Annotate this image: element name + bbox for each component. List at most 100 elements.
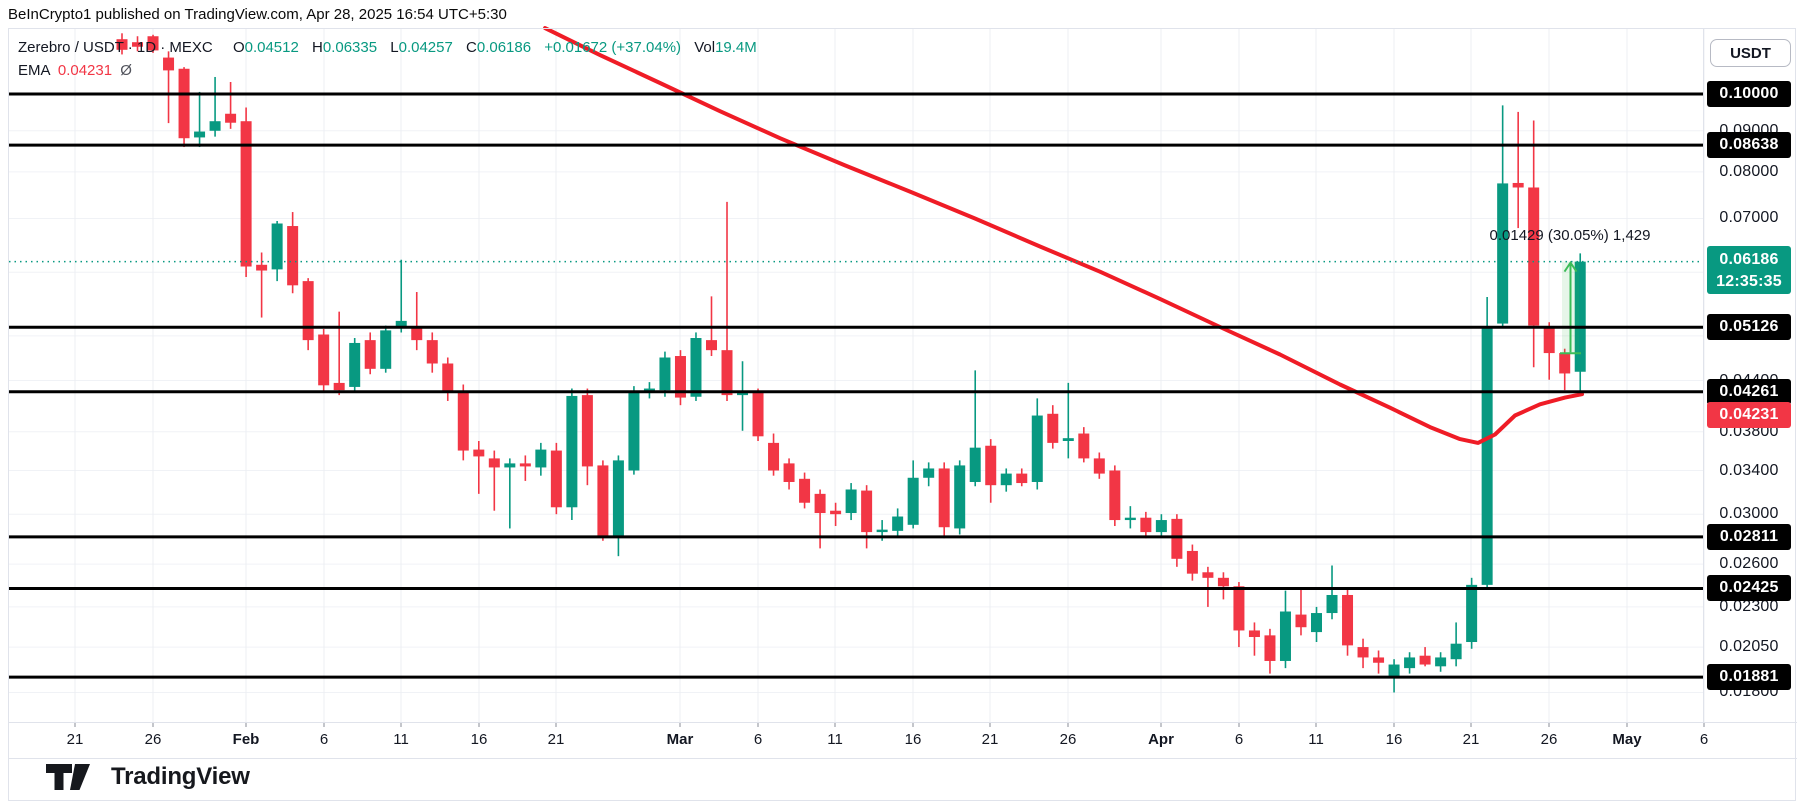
candle (1404, 652, 1416, 674)
candle (163, 51, 175, 124)
time-tick-label: 6 (1699, 731, 1709, 748)
candle (783, 458, 795, 490)
time-tick-label: 6 (1234, 731, 1244, 748)
ema-value: 0.04231 (57, 62, 113, 79)
low-key: L (390, 39, 399, 56)
ema-key[interactable]: EMA (18, 62, 50, 79)
time-tick-label: 16 (904, 731, 922, 748)
logo-strip-separator (8, 758, 1797, 759)
candle (985, 439, 997, 503)
candle (1326, 565, 1338, 620)
candle (861, 485, 873, 549)
candle (550, 442, 562, 515)
grid-lines (9, 28, 1705, 727)
time-axis[interactable]: 21 26 Feb 6 11 16 21 Mar 6 11 16 21 26 Apr 6 11 16 21 26 Ma… (0, 722, 1805, 758)
candle (814, 489, 826, 549)
low-value: 0.04257 (398, 39, 453, 56)
time-tick-label: Mar (666, 731, 694, 748)
candle (132, 36, 144, 52)
candle (1435, 652, 1447, 672)
candle (1357, 638, 1369, 669)
candle (954, 460, 966, 535)
time-tick-label: 6 (319, 731, 329, 748)
time-tick-label: 11 (393, 731, 409, 748)
candle (302, 278, 314, 351)
published-header: BeInCrypto1 published on TradingView.com… (8, 6, 507, 23)
candle (519, 455, 531, 481)
tradingview-branding[interactable]: TradingView (45, 763, 250, 791)
candle (178, 67, 190, 148)
price-tick-label: 0.07000 (1719, 209, 1779, 227)
candle (1543, 322, 1555, 380)
candlestick-series (116, 33, 1586, 693)
price-tick-label: 0.03000 (1719, 505, 1779, 523)
time-tick-label: 21 (1462, 731, 1480, 748)
candle (1574, 253, 1586, 393)
candle (969, 370, 981, 487)
candle (1047, 405, 1059, 449)
candle (1559, 348, 1571, 391)
change-value: +0.01672 (+37.04%) (544, 39, 682, 56)
time-tick-label: 21 (981, 731, 999, 748)
candle (938, 462, 950, 539)
candle (737, 361, 749, 431)
price-tick-label: 0.08000 (1719, 162, 1779, 180)
horizontal-level-lines[interactable] (9, 92, 1703, 679)
time-tick-label: 11 (827, 731, 843, 748)
candle (628, 386, 640, 475)
candle (318, 328, 330, 393)
price-axis-separator (1703, 28, 1704, 722)
candle (333, 311, 345, 396)
time-tick-label: 11 (1308, 731, 1324, 748)
time-axis-separator (8, 722, 1797, 723)
candle (194, 91, 206, 148)
candle (799, 472, 811, 509)
measure-tool[interactable] (1560, 260, 1581, 355)
level-price-label: 0.08638 (1707, 132, 1791, 159)
candle (426, 332, 438, 373)
symbol-title[interactable]: Zerebro / USDT · 1D · MEXC (18, 39, 213, 56)
open-value: 0.04512 (244, 39, 299, 56)
candle (1109, 465, 1121, 527)
candle (473, 440, 485, 494)
time-tick-label: 21 (66, 731, 84, 748)
candle (1264, 628, 1276, 674)
high-value: 0.06335 (322, 39, 378, 56)
candle (1000, 468, 1012, 492)
candle (1140, 511, 1152, 539)
currency-toggle-button[interactable]: USDT (1710, 39, 1791, 67)
chart-legend[interactable]: Zerebro / USDT · 1D · MEXC O0.04512 H0.0… (18, 36, 757, 82)
candle (830, 502, 842, 527)
level-price-label: 0.01881 (1707, 664, 1791, 691)
ema-price-label: 0.04231 (1707, 402, 1791, 428)
candle (1248, 622, 1260, 656)
candle (488, 450, 500, 511)
time-tick-label: 6 (753, 731, 763, 748)
candle (1497, 105, 1509, 327)
candle (225, 81, 237, 129)
candle (1279, 590, 1291, 669)
tradingview-logo-icon (46, 764, 90, 790)
candle (1093, 452, 1105, 479)
candle (256, 252, 268, 318)
candle (1078, 427, 1090, 463)
candle (442, 357, 454, 401)
candle (116, 33, 128, 55)
candle (349, 338, 361, 393)
level-price-label: 0.02425 (1707, 575, 1791, 602)
candle (504, 458, 516, 529)
current-price-value: 0.06186 (1719, 250, 1779, 268)
time-tick-label: Apr (1148, 731, 1174, 748)
candle (845, 483, 857, 521)
time-tick-label: 26 (1059, 731, 1077, 748)
candle (457, 384, 469, 461)
candle (768, 433, 780, 476)
price-axis[interactable]: 0.090000.080000.070000.050000.044000.038… (1703, 0, 1805, 758)
candle (721, 201, 733, 401)
legend-ema-row: EMA 0.04231 Ø (18, 59, 757, 82)
candle (566, 388, 578, 521)
candle (535, 442, 547, 476)
price-tick-label: 0.02600 (1719, 555, 1779, 573)
